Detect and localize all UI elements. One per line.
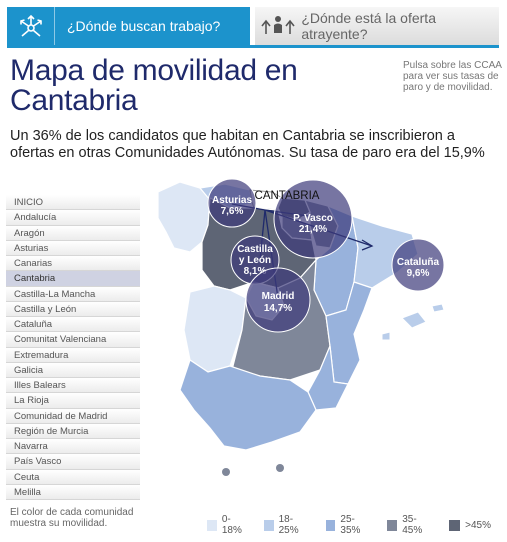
summary-text: Un 36% de los candidatos que habitan en … — [10, 128, 485, 161]
menu-item-navarra[interactable]: Navarra — [6, 439, 140, 455]
origin-label: CANTABRIA — [255, 190, 320, 202]
menu-item-ceuta[interactable]: Ceuta — [6, 469, 140, 485]
arrows-out-icon — [7, 7, 55, 45]
legend-item: 0-18% — [207, 514, 248, 536]
bubble-name: P. Vasco — [293, 213, 333, 224]
spain-map: Asturias 7,6% P. Vasco 21,4% Castilla y … — [157, 178, 445, 476]
bubble-value: 9,6% — [407, 268, 430, 279]
bubble-value: 14,7% — [264, 303, 292, 314]
menu-item-cantabria[interactable]: Cantabria — [6, 271, 140, 287]
menu-item-pais-vasco[interactable]: País Vasco — [6, 454, 140, 470]
legend-label: 25-35% — [340, 514, 361, 536]
bubble-name: Madrid — [262, 291, 295, 302]
flow-arrow-cataluna — [361, 239, 374, 251]
menu-item-aragon[interactable]: Aragón — [6, 225, 140, 241]
tab-label: ¿Dónde buscan trabajo? — [67, 18, 221, 34]
legend-item: 18-25% — [263, 514, 310, 536]
menu-item-galicia[interactable]: Galicia — [6, 362, 140, 378]
region-ceuta[interactable] — [222, 468, 230, 476]
legend-label: 0-18% — [221, 514, 242, 536]
legend-item: 25-35% — [325, 514, 372, 536]
region-balears[interactable] — [401, 311, 427, 329]
region-andalucia[interactable] — [179, 359, 317, 451]
legend-swatch — [325, 519, 336, 531]
menu-item-comunitat-valenciana[interactable]: Comunitat Valenciana — [6, 332, 140, 348]
bubble-value: 21,4% — [299, 224, 327, 235]
menu-item-extremadura[interactable]: Extremadura — [6, 347, 140, 363]
menu-item-melilla[interactable]: Melilla — [6, 484, 140, 500]
bubble-name-2: y León — [239, 255, 271, 266]
region-balears-ibiza[interactable] — [381, 331, 391, 341]
legend-note: El color de cada comunidad muestra su mo… — [10, 507, 134, 529]
bubble-name-1: Castilla — [237, 244, 273, 255]
legend-swatch — [387, 519, 398, 531]
menu-item-castilla-y-leon[interactable]: Castilla y León — [6, 301, 140, 317]
tab-where-search[interactable]: ¿Dónde buscan trabajo? — [7, 7, 250, 45]
legend-label: >45% — [465, 519, 491, 531]
legend-label: 18-25% — [278, 514, 299, 536]
people-in-icon — [255, 7, 301, 45]
tab-underline — [7, 45, 499, 48]
bubble-name: Cataluña — [397, 257, 440, 268]
legend-swatch — [449, 519, 461, 531]
bubble-value: 7,6% — [221, 206, 244, 217]
bubble-cataluna[interactable]: Cataluña 9,6% — [391, 238, 445, 292]
bubble-asturias[interactable]: Asturias 7,6% — [207, 178, 257, 228]
menu-item-inicio[interactable]: INICIO — [6, 195, 140, 211]
legend-item: 35-45% — [387, 514, 433, 536]
menu-item-la-rioja[interactable]: La Rioja — [6, 393, 140, 409]
bubble-madrid[interactable]: Madrid 14,7% — [245, 267, 311, 333]
menu-item-comunidad-de-madrid[interactable]: Comunidad de Madrid — [6, 408, 140, 424]
page-title: Mapa de movilidad en Cantabria — [10, 54, 298, 117]
legend-swatch — [207, 519, 217, 531]
menu-item-andalucia[interactable]: Andalucía — [6, 210, 140, 226]
menu-item-illes-balears[interactable]: Illes Balears — [6, 378, 140, 394]
menu-item-region-de-murcia[interactable]: Región de Murcia — [6, 423, 140, 439]
legend-label: 35-45% — [402, 514, 423, 536]
legend-item: >45% — [449, 514, 491, 536]
map-legend: 0-18% 18-25% 25-35% 35-45% >45% — [207, 514, 507, 536]
region-extremadura[interactable] — [183, 285, 247, 373]
menu-item-asturias[interactable]: Asturias — [6, 240, 140, 256]
bubble-name: Asturias — [212, 195, 252, 206]
region-melilla[interactable] — [276, 464, 284, 472]
region-balears-menorca[interactable] — [431, 303, 445, 313]
tab-where-offer[interactable]: ¿Dónde está la oferta atrayente? — [255, 7, 499, 45]
menu-item-canarias[interactable]: Canarias — [6, 256, 140, 272]
bubble-pais-vasco[interactable]: P. Vasco 21,4% — [273, 179, 353, 259]
bubble-value: 8,1% — [244, 266, 267, 277]
instructions-note: Pulsa sobre las CCAA para ver sus tasas … — [403, 60, 502, 93]
legend-swatch — [263, 519, 274, 531]
menu-item-castilla-la-mancha[interactable]: Castilla-La Mancha — [6, 286, 140, 302]
tab-label: ¿Dónde está la oferta atrayente? — [301, 10, 436, 42]
menu-item-cataluna[interactable]: Cataluña — [6, 317, 140, 333]
region-menu: INICIO Andalucía Aragón Asturias Canarias Can… — [6, 195, 140, 500]
